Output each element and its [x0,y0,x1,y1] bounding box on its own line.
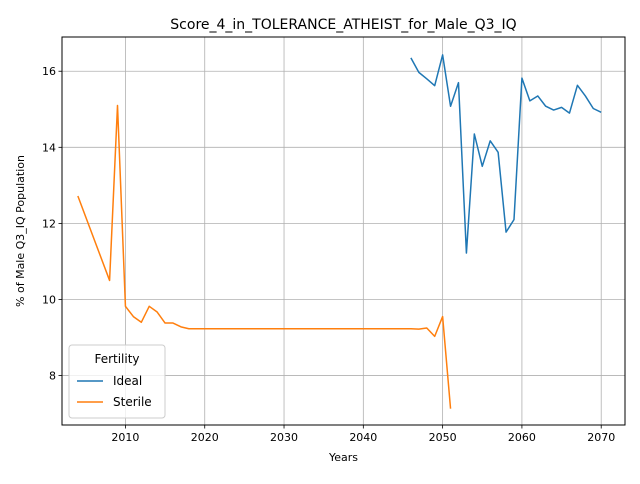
series-line-sterile [77,104,452,409]
axis-ticks: 2010 2020 2030 2040 2050 2060 2070 8 10 12 14 16 [42,65,615,444]
legend-label-sterile: Sterile [113,395,152,409]
y-tick-label: 10 [42,293,56,306]
x-tick-label: 2010 [111,431,139,444]
x-tick-label: 2060 [508,431,536,444]
y-tick-label: 16 [42,65,56,78]
legend-entries: Ideal Sterile [77,374,152,409]
series-lines [77,54,602,409]
x-tick-label: 2070 [587,431,615,444]
legend: Fertility Ideal Sterile [68,344,166,419]
x-tick-label: 2020 [191,431,219,444]
series-line-ideal [410,54,602,254]
legend-title: Fertility [94,352,139,366]
y-axis-label: % of Male Q3_IQ Population [14,155,27,307]
plot-frame [61,36,626,426]
legend-label-ideal: Ideal [113,374,142,388]
x-axis-label: Years [328,451,358,464]
y-tick-label: 14 [42,141,56,154]
chart-title: Score_4_in_TOLERANCE_ATHEIST_for_Male_Q3… [170,17,516,33]
legend-box [68,344,166,419]
x-tick-label: 2050 [429,431,457,444]
y-tick-label: 8 [49,370,56,383]
x-tick-label: 2030 [270,431,298,444]
x-tick-label: 2040 [349,431,377,444]
y-tick-label: 12 [42,217,56,230]
